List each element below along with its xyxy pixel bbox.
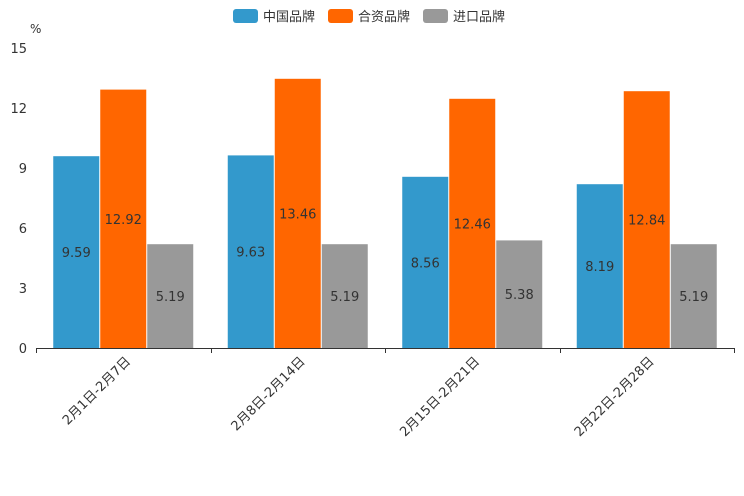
x-tick-label: 2月22日-2月28日 (572, 354, 658, 440)
y-tick-label: 3 (19, 282, 27, 297)
legend-label: 进口品牌 (453, 9, 505, 25)
y-tick-label: 12 (10, 102, 27, 117)
bar (576, 184, 623, 348)
x-tick-label: 2月1日-2月7日 (60, 354, 134, 428)
data-label: 8.56 (411, 256, 440, 271)
legend-swatch (423, 9, 448, 23)
bar (670, 244, 717, 348)
data-label: 5.38 (505, 288, 534, 303)
legend-item[interactable]: 进口品牌 (423, 9, 505, 25)
data-label: 12.84 (628, 214, 665, 229)
bar (100, 89, 147, 348)
y-tick-label: 0 (19, 342, 27, 357)
y-tick-label: 9 (19, 162, 27, 177)
bar (449, 98, 496, 348)
data-label: 12.92 (105, 213, 142, 228)
y-axis-unit: % (30, 22, 41, 36)
y-axis: 0 3 6 9 12 15 (10, 42, 27, 357)
y-tick-label: 6 (19, 222, 27, 237)
data-label: 5.19 (679, 290, 708, 305)
legend-item[interactable]: 中国品牌 (233, 9, 315, 25)
bar (274, 78, 321, 349)
data-label: 13.46 (279, 207, 316, 222)
data-labels: 9.59 12.92 5.19 9.63 13.46 5.19 8.56 12.46 5.38 8… (62, 207, 708, 305)
bar (623, 91, 670, 348)
bar (321, 244, 368, 348)
legend-item[interactable]: 合资品牌 (328, 9, 410, 25)
bars (53, 78, 717, 349)
bar (496, 240, 543, 348)
data-label: 5.19 (330, 290, 359, 305)
legend-label: 合资品牌 (358, 9, 410, 25)
x-tick-label: 2月8日-2月14日 (229, 354, 309, 434)
x-tick-label: 2月15日-2月21日 (397, 354, 483, 440)
x-axis: 2月1日-2月7日 2月8日-2月14日 2月15日-2月21日 2月22日-2月28… (36, 348, 735, 440)
legend-swatch (233, 9, 258, 23)
legend: 中国品牌 合资品牌 进口品牌 (233, 9, 505, 25)
bar (402, 176, 449, 348)
legend-label: 中国品牌 (263, 9, 315, 25)
bar (147, 244, 194, 348)
bar (227, 155, 274, 348)
data-label: 9.59 (62, 246, 91, 261)
data-label: 9.63 (236, 246, 265, 261)
y-tick-label: 15 (10, 42, 27, 57)
data-label: 5.19 (156, 290, 185, 305)
data-label: 12.46 (454, 217, 491, 232)
legend-swatch (328, 9, 353, 23)
bar (53, 156, 100, 348)
data-label: 8.19 (585, 260, 614, 275)
